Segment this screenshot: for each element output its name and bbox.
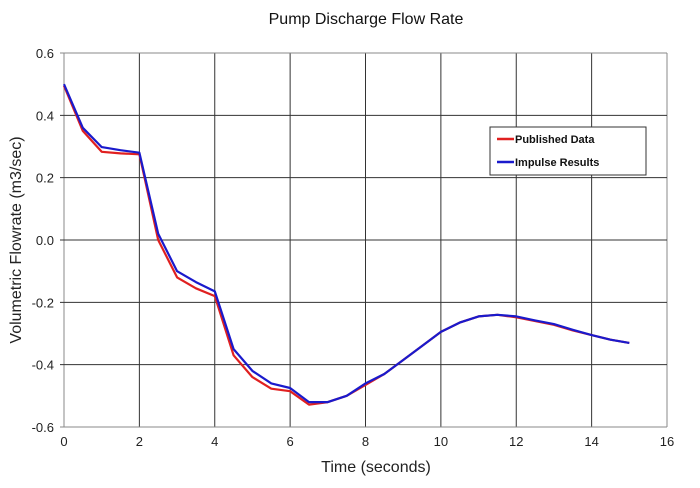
x-tick-label: 14 [584,434,598,449]
legend: Published Data Impulse Results [489,126,647,176]
x-tick-label: 16 [660,434,674,449]
x-axis-label: Time (seconds) [321,459,431,476]
x-tick-label: 10 [434,434,448,449]
series-lines [62,83,630,406]
tick-labels: 0 2 4 6 8 10 12 14 16 0.6 0.4 0.2 0.0 -0.2 -0.4 -0.6 [32,46,675,449]
x-tick-label: 0 [60,434,67,449]
y-tick-label: 0.6 [36,46,54,61]
y-tick-label: -0.4 [32,358,54,373]
y-tick-label: 0.4 [36,108,54,123]
y-axis-label: Volumetric Flowrate (m3/sec) [8,136,25,343]
x-tick-label: 4 [211,434,218,449]
legend-box [489,126,647,176]
legend-label-published: Published Data [515,134,595,146]
y-tick-label: 0.0 [36,233,54,248]
x-tick-label: 6 [287,434,294,449]
x-tick-label: 8 [362,434,369,449]
x-tick-label: 12 [509,434,523,449]
y-tick-label: 0.2 [36,171,54,186]
y-tick-label: -0.6 [32,420,54,435]
grid [60,52,668,428]
x-tick-label: 2 [136,434,143,449]
legend-label-impulse: Impulse Results [515,157,599,169]
chart-title: Pump Discharge Flow Rate [269,11,464,28]
series-line-impulse-results [62,83,630,404]
y-tick-label: -0.2 [32,295,54,310]
